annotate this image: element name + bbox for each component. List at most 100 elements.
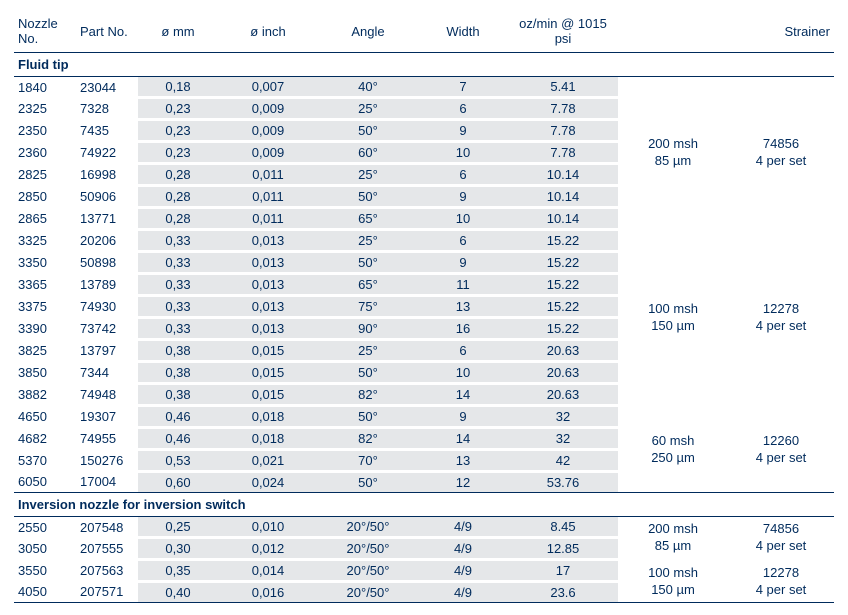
cell-inch: 0,009 <box>218 98 318 120</box>
cell-mm: 0,23 <box>138 98 218 120</box>
cell-nozzle: 2550 <box>14 517 76 538</box>
cell-strainer-mesh: 200 msh85 µm <box>618 517 728 560</box>
cell-mm: 0,46 <box>138 428 218 450</box>
cell-width: 4/9 <box>418 582 508 603</box>
cell-mm: 0,33 <box>138 296 218 318</box>
cell-nozzle: 3050 <box>14 538 76 560</box>
cell-nozzle: 3390 <box>14 318 76 340</box>
cell-inch: 0,018 <box>218 406 318 428</box>
cell-angle: 50° <box>318 120 418 142</box>
cell-width: 6 <box>418 230 508 252</box>
cell-inch: 0,011 <box>218 186 318 208</box>
cell-nozzle: 5370 <box>14 450 76 472</box>
cell-strainer-part: 122784 per set <box>728 560 834 603</box>
cell-angle: 50° <box>318 252 418 274</box>
col-angle: Angle <box>318 12 418 53</box>
cell-angle: 40° <box>318 77 418 98</box>
cell-part: 73742 <box>76 318 138 340</box>
cell-nozzle: 4650 <box>14 406 76 428</box>
cell-part: 13789 <box>76 274 138 296</box>
cell-oz: 10.14 <box>508 186 618 208</box>
cell-inch: 0,011 <box>218 208 318 230</box>
cell-angle: 82° <box>318 428 418 450</box>
cell-angle: 20°/50° <box>318 517 418 538</box>
cell-width: 13 <box>418 296 508 318</box>
col-strainer: Strainer <box>728 12 834 53</box>
cell-nozzle: 2325 <box>14 98 76 120</box>
cell-inch: 0,015 <box>218 340 318 362</box>
cell-mm: 0,28 <box>138 164 218 186</box>
cell-mm: 0,23 <box>138 142 218 164</box>
cell-width: 10 <box>418 142 508 164</box>
cell-mm: 0,25 <box>138 517 218 538</box>
cell-width: 7 <box>418 77 508 98</box>
section-title: Fluid tip <box>14 53 834 77</box>
cell-width: 14 <box>418 384 508 406</box>
cell-mm: 0,40 <box>138 582 218 603</box>
cell-width: 14 <box>418 428 508 450</box>
cell-nozzle: 2350 <box>14 120 76 142</box>
col-width: Width <box>418 12 508 53</box>
col-oz: oz/min @ 1015 psi <box>508 12 618 53</box>
cell-angle: 20°/50° <box>318 560 418 582</box>
cell-inch: 0,013 <box>218 230 318 252</box>
cell-strainer-part: 748564 per set <box>728 77 834 230</box>
cell-mm: 0,38 <box>138 340 218 362</box>
cell-inch: 0,021 <box>218 450 318 472</box>
cell-mm: 0,53 <box>138 450 218 472</box>
cell-oz: 12.85 <box>508 538 618 560</box>
cell-nozzle: 2360 <box>14 142 76 164</box>
cell-inch: 0,007 <box>218 77 318 98</box>
cell-inch: 0,010 <box>218 517 318 538</box>
cell-strainer-part: 748564 per set <box>728 517 834 560</box>
cell-oz: 32 <box>508 428 618 450</box>
cell-inch: 0,013 <box>218 252 318 274</box>
cell-nozzle: 4682 <box>14 428 76 450</box>
cell-part: 207571 <box>76 582 138 603</box>
cell-nozzle: 1840 <box>14 77 76 98</box>
col-part: Part No. <box>76 12 138 53</box>
cell-part: 20206 <box>76 230 138 252</box>
cell-part: 74955 <box>76 428 138 450</box>
cell-oz: 10.14 <box>508 164 618 186</box>
cell-width: 4/9 <box>418 538 508 560</box>
cell-width: 12 <box>418 472 508 493</box>
cell-oz: 7.78 <box>508 120 618 142</box>
cell-oz: 20.63 <box>508 384 618 406</box>
cell-inch: 0,018 <box>218 428 318 450</box>
cell-oz: 15.22 <box>508 274 618 296</box>
table-row: 35502075630,350,01420°/50°4/917100 msh15… <box>14 560 834 582</box>
cell-inch: 0,011 <box>218 164 318 186</box>
cell-strainer-part: 122604 per set <box>728 406 834 493</box>
cell-inch: 0,013 <box>218 296 318 318</box>
cell-part: 7435 <box>76 120 138 142</box>
cell-part: 13797 <box>76 340 138 362</box>
cell-inch: 0,015 <box>218 362 318 384</box>
cell-width: 9 <box>418 406 508 428</box>
cell-width: 4/9 <box>418 560 508 582</box>
col-strainer-a <box>618 12 728 53</box>
cell-part: 74948 <box>76 384 138 406</box>
cell-inch: 0,015 <box>218 384 318 406</box>
cell-part: 19307 <box>76 406 138 428</box>
cell-part: 207548 <box>76 517 138 538</box>
cell-mm: 0,35 <box>138 560 218 582</box>
cell-mm: 0,28 <box>138 208 218 230</box>
cell-part: 50906 <box>76 186 138 208</box>
cell-mm: 0,38 <box>138 362 218 384</box>
cell-nozzle: 2865 <box>14 208 76 230</box>
cell-part: 16998 <box>76 164 138 186</box>
cell-width: 6 <box>418 98 508 120</box>
cell-nozzle: 3325 <box>14 230 76 252</box>
cell-part: 74930 <box>76 296 138 318</box>
cell-oz: 20.63 <box>508 340 618 362</box>
cell-mm: 0,46 <box>138 406 218 428</box>
cell-mm: 0,23 <box>138 120 218 142</box>
cell-strainer-part: 122784 per set <box>728 230 834 406</box>
cell-mm: 0,33 <box>138 252 218 274</box>
cell-width: 13 <box>418 450 508 472</box>
cell-width: 6 <box>418 164 508 186</box>
col-nozzle: Nozzle No. <box>14 12 76 53</box>
table-row: 25502075480,250,01020°/50°4/98.45200 msh… <box>14 517 834 538</box>
cell-nozzle: 3550 <box>14 560 76 582</box>
